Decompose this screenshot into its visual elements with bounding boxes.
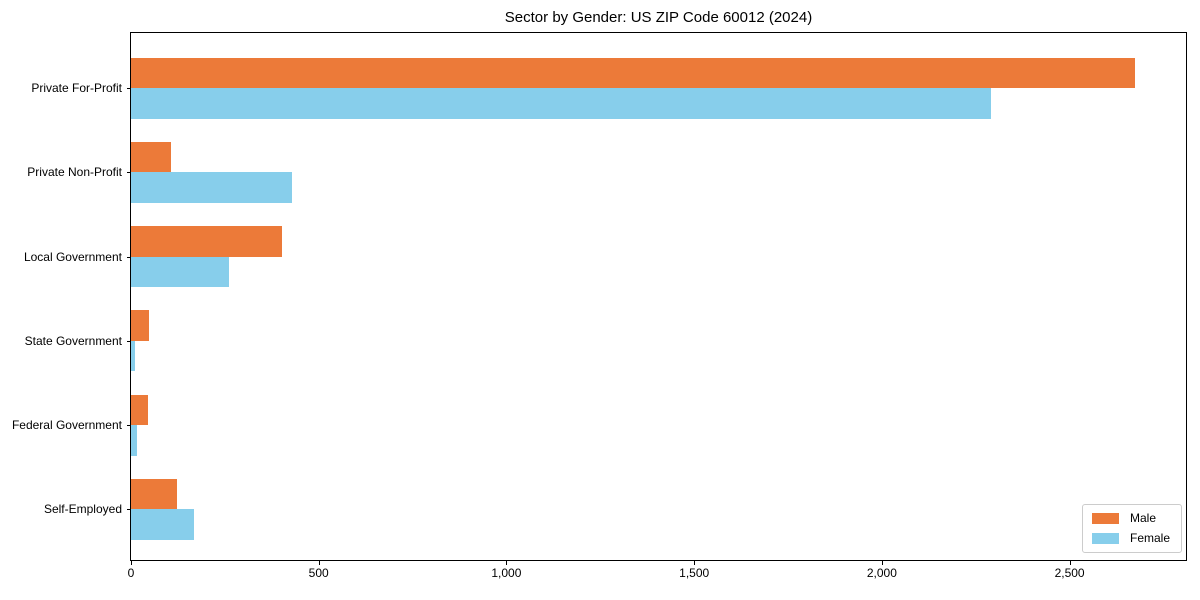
x-tick-mark — [694, 561, 696, 565]
y-tick-label-local-government: Local Government — [23, 249, 122, 264]
chart-title: Sector by Gender: US ZIP Code 60012 (202… — [504, 9, 813, 26]
bar-male-federal-government — [131, 394, 148, 425]
x-tick-mark — [881, 561, 883, 565]
bar-female-private-non-profit — [131, 172, 293, 203]
x-tick-label-1500: 1,500 — [679, 566, 710, 580]
bar-male-local-government — [131, 226, 282, 257]
y-tick-label-federal-government: Federal Government — [11, 418, 122, 432]
x-tick-label-1000: 1,000 — [491, 566, 522, 580]
legend-swatch-male — [1091, 513, 1119, 524]
x-tick-mark — [131, 561, 132, 565]
x-tick-label-2500: 2,500 — [1054, 566, 1085, 580]
bar-female-private-for-profit — [131, 88, 991, 119]
legend: Male Female — [1081, 504, 1182, 553]
y-tick-label-private-non-profit: Private Non-Profit — [27, 165, 122, 180]
x-tick-mark — [1069, 561, 1071, 565]
x-tick-mark — [506, 561, 508, 565]
legend-label-female: Female — [1129, 531, 1170, 545]
x-tick-label-500: 500 — [308, 566, 329, 580]
bar-female-federal-government — [131, 425, 137, 456]
bars-container — [131, 33, 1186, 560]
legend-item-female: Female — [1091, 531, 1170, 545]
bar-male-private-non-profit — [131, 141, 172, 173]
bar-male-state-government — [131, 310, 149, 341]
bar-female-self-employed — [131, 509, 195, 540]
x-tick-mark — [318, 561, 320, 565]
plot-area: Male Female — [130, 32, 1187, 561]
legend-label-male: Male — [1129, 511, 1156, 525]
bar-female-state-government — [131, 340, 136, 372]
legend-item-male: Male — [1091, 511, 1170, 525]
bar-male-private-for-profit — [131, 57, 1135, 89]
y-tick-label-state-government: State Government — [24, 333, 122, 348]
x-tick-label-0: 0 — [127, 566, 135, 580]
y-tick-label-self-employed: Self-Employed — [43, 502, 122, 517]
x-tick-label-2000: 2,000 — [866, 566, 897, 580]
y-tick-label-private-for-profit: Private For-Profit — [31, 81, 122, 96]
bar-female-local-government — [131, 256, 229, 288]
bar-male-self-employed — [131, 478, 177, 510]
legend-swatch-female — [1091, 533, 1119, 544]
